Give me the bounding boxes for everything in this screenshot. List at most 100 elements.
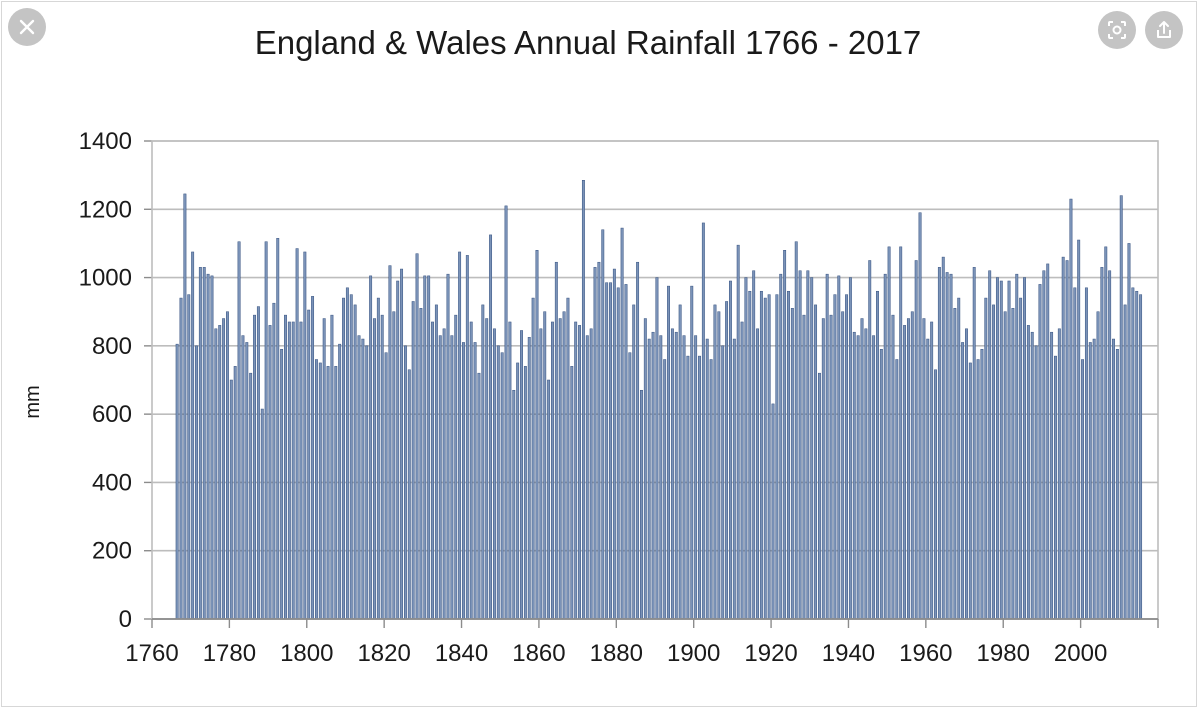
bar-1855	[520, 330, 523, 620]
bar-1963	[937, 267, 941, 620]
y-tick-label: 0	[119, 606, 132, 633]
bar-1780	[229, 379, 233, 620]
bar-1939	[845, 294, 848, 620]
bar-1783	[241, 335, 245, 620]
bar-1829	[419, 308, 423, 620]
bar-1882	[624, 284, 628, 620]
x-tick-label: 1840	[435, 640, 488, 667]
bar-1933	[821, 318, 825, 620]
bar-1861	[543, 311, 547, 620]
bar-1904	[709, 359, 713, 620]
bar-1823	[396, 280, 400, 620]
bar-2003	[1092, 338, 1096, 620]
bar-1800	[307, 309, 311, 620]
bar-1925	[790, 308, 794, 620]
bar-1808	[338, 343, 342, 620]
bar-1845	[481, 304, 485, 620]
bar-1885	[636, 261, 640, 620]
bar-1883	[628, 352, 632, 620]
bar-1791	[272, 302, 276, 620]
bar-1920	[771, 403, 775, 620]
bar-1801	[311, 296, 315, 620]
bar-1973	[976, 359, 980, 620]
bar-1980	[1003, 311, 1007, 620]
bar-1767	[179, 297, 183, 620]
bar-1786	[253, 314, 256, 620]
bar-1947	[876, 290, 879, 620]
bar-1795	[287, 321, 291, 620]
bar-1914	[748, 290, 752, 620]
bar-1843	[473, 342, 477, 620]
bar-1817	[373, 318, 376, 620]
bar-1998	[1073, 287, 1077, 620]
bar-1859	[535, 250, 539, 620]
bar-1975	[984, 297, 988, 620]
bar-1970	[965, 328, 968, 620]
bar-1809	[342, 297, 345, 620]
bar-1924	[787, 290, 790, 620]
bar-1937	[837, 275, 841, 620]
y-tick-label: 1400	[79, 128, 132, 155]
bar-1894	[670, 328, 674, 620]
bar-1982	[1011, 308, 1015, 620]
bar-1792	[276, 238, 280, 620]
bar-1871	[581, 180, 585, 620]
share-button[interactable]	[1145, 11, 1183, 49]
bar-1789	[264, 241, 268, 620]
bar-1838	[454, 314, 458, 620]
bar-1919	[767, 294, 771, 620]
bar-1986	[1026, 325, 1030, 620]
bar-1959	[922, 318, 926, 620]
y-axis-label: mm	[22, 385, 44, 418]
bar-2005	[1100, 267, 1104, 620]
bar-1984	[1019, 297, 1023, 620]
lens-button[interactable]	[1098, 11, 1136, 49]
bar-1874	[593, 267, 597, 620]
bar-1776	[214, 328, 218, 620]
bar-2004	[1096, 311, 1100, 620]
bar-1987	[1030, 331, 1034, 620]
bar-1828	[415, 253, 419, 620]
close-button[interactable]	[8, 8, 46, 46]
bar-1936	[833, 294, 837, 620]
bar-1863	[551, 321, 554, 620]
bar-1793	[280, 349, 284, 620]
bar-1822	[392, 311, 396, 620]
bar-1777	[218, 325, 222, 620]
bar-1935	[829, 314, 833, 620]
bar-2001	[1084, 287, 1088, 620]
bar-1911	[736, 244, 740, 620]
bar-2012	[1127, 243, 1131, 620]
bar-1961	[930, 321, 934, 620]
bar-1876	[601, 229, 605, 620]
bar-1916	[756, 328, 759, 620]
bar-1820	[384, 352, 388, 620]
bar-1797	[295, 248, 299, 620]
bar-1915	[752, 270, 756, 620]
y-tick-label: 600	[92, 401, 132, 428]
bar-1807	[334, 366, 338, 620]
bar-1945	[868, 260, 872, 620]
bar-1779	[226, 311, 229, 620]
bar-1910	[732, 338, 736, 620]
bar-1893	[667, 285, 670, 620]
bar-1985	[1023, 277, 1026, 620]
bar-2015	[1139, 294, 1143, 620]
bar-1994	[1057, 328, 1061, 620]
x-tick-label: 1900	[667, 640, 720, 667]
bar-1887	[643, 318, 647, 620]
x-tick-label: 1880	[590, 640, 643, 667]
bar-1806	[330, 314, 334, 620]
bar-1869	[574, 321, 578, 620]
bar-1971	[968, 362, 972, 620]
bar-1926	[794, 241, 798, 620]
bar-1796	[291, 321, 295, 620]
bar-1873	[589, 328, 593, 620]
bar-1921	[775, 294, 779, 620]
x-tick-label: 1920	[744, 640, 797, 667]
bar-1825	[403, 345, 407, 620]
bar-1888	[647, 338, 651, 620]
bar-1951	[891, 314, 895, 620]
bar-1993	[1054, 355, 1057, 620]
